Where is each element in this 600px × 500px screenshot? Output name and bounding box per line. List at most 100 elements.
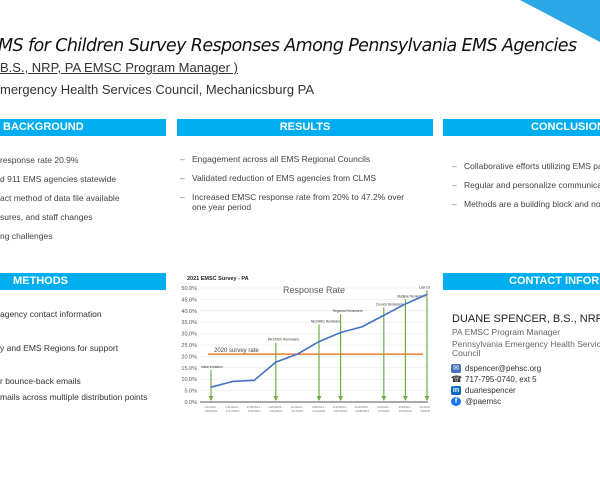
annotation-label: Multiple Reminders xyxy=(397,294,426,298)
facebook-icon: f xyxy=(451,397,461,407)
annotation-arrow xyxy=(424,396,430,401)
contact-email[interactable]: ✉ dspencer@pehsc.org xyxy=(451,364,541,374)
x-tick-label: 1/18/2021 - xyxy=(247,405,262,409)
list-item: ng challenges xyxy=(0,231,53,241)
x-tick-label: 3/14/2021 xyxy=(399,409,413,413)
x-tick-label: 2/22/2021 - xyxy=(355,405,370,409)
chart-subtitle: Response Rate xyxy=(283,285,345,295)
y-tick-label: 35.0% xyxy=(181,320,197,326)
y-tick-label: 0.0% xyxy=(184,400,197,406)
x-tick-label: 1/17/2021 xyxy=(226,409,240,413)
data-point xyxy=(210,386,212,388)
list-item: r bounce-back emails xyxy=(0,376,81,386)
data-point xyxy=(253,379,255,381)
x-tick-label: 2/14/2021 xyxy=(312,409,326,413)
annotation-label: Regional Reminders xyxy=(333,309,363,313)
y-tick-label: 50.0% xyxy=(181,286,197,292)
y-tick-label: 30.0% xyxy=(181,332,197,338)
annotation-label: Initial Invitation xyxy=(201,365,223,369)
x-tick-label: 3/1/2021 - xyxy=(377,405,391,409)
y-tick-label: 5.0% xyxy=(184,389,197,395)
x-tick-label: 2/28/2021 xyxy=(356,409,370,413)
author-line: B.S., NRP, PA EMSC Program Manager ) xyxy=(0,60,238,75)
methods-header: METHODS xyxy=(0,273,166,290)
x-tick-label: 1/24/2021 xyxy=(248,409,262,413)
list-item: Collaborative efforts utilizing EMS pa xyxy=(452,161,600,171)
list-item: Increased EMSC response rate from 20% to… xyxy=(180,192,420,212)
annotation-arrow xyxy=(273,396,279,401)
response-rate-chart: 2021 EMSC Survey - PA Response Rate 0.0%… xyxy=(181,276,430,413)
list-item: agency contact information xyxy=(0,309,102,319)
y-tick-label: 20.0% xyxy=(181,354,197,360)
list-item: mails across multiple distribution point… xyxy=(0,392,148,402)
contact-facebook[interactable]: f @paemsc xyxy=(451,397,501,407)
contact-org-2: Council xyxy=(452,348,481,358)
x-tick-label: 2/21/2021 xyxy=(334,409,348,413)
data-point xyxy=(296,353,298,355)
x-tick-label: 1/10/2021 xyxy=(204,409,218,413)
y-tick-label: 10.0% xyxy=(181,377,197,383)
contact-name: DUANE SPENCER, B.S., NRP xyxy=(452,313,600,325)
annotation-arrow xyxy=(381,396,387,401)
chart-title: 2021 EMSC Survey - PA xyxy=(187,276,249,282)
list-item: d 911 EMS agencies statewide xyxy=(0,174,117,184)
results-header: RESULTS xyxy=(177,119,433,136)
x-tick-label: 1/11/2021 - xyxy=(225,405,240,409)
x-tick-label: 1/25/2021 - xyxy=(268,405,283,409)
corner-decoration xyxy=(520,0,600,42)
annotation-arrow xyxy=(208,396,214,401)
y-tick-label: 15.0% xyxy=(181,366,197,372)
annotation-arrow xyxy=(402,396,408,401)
data-point xyxy=(318,340,320,343)
organization-line: mergency Health Services Council, Mechan… xyxy=(0,82,315,97)
y-tick-label: 25.0% xyxy=(181,343,197,349)
x-tick-label: 1/31/2021 xyxy=(269,409,283,413)
annotation-arrow xyxy=(338,396,344,401)
data-point xyxy=(340,331,342,334)
x-tick-label: 2/7/2021 xyxy=(292,409,304,413)
list-item: act method of data file available xyxy=(0,193,120,203)
annotation-label: Last Call (482) xyxy=(419,285,430,289)
phone-icon: ☎ xyxy=(451,374,463,385)
conclusion-list: Collaborative efforts utilizing EMS pa R… xyxy=(452,161,600,218)
x-tick-label: 2/15/2021 - xyxy=(333,405,348,409)
envelope-icon: ✉ xyxy=(451,364,461,374)
reference-line-label: 2020 survey rate xyxy=(214,348,259,354)
linkedin-icon: in xyxy=(451,386,461,396)
x-tick-label: 1/4/2021 - xyxy=(204,405,218,409)
annotation-label: NEDARC Reminder xyxy=(311,319,341,323)
annotation-label: Council Reminders xyxy=(376,302,404,306)
conclusion-header: CONCLUSION xyxy=(443,119,600,136)
y-tick-label: 45.0% xyxy=(181,297,197,303)
list-item: response rate 20.9% xyxy=(0,155,79,165)
background-header: BACKGROUND xyxy=(0,119,166,136)
x-tick-label: 3/8/2021 - xyxy=(399,405,413,409)
data-point xyxy=(361,326,363,328)
results-list: Engagement across all EMS Regional Counc… xyxy=(180,154,420,221)
list-item: Validated reduction of EMS agencies from… xyxy=(180,173,420,183)
annotation-arrow xyxy=(316,396,322,401)
y-tick-label: 40.0% xyxy=(181,309,197,315)
data-point xyxy=(426,293,428,295)
contact-phone: ☎ 717-795-0740, ext 5 xyxy=(451,374,537,385)
data-point xyxy=(232,380,234,383)
poster-title: MS for Children Survey Responses Among P… xyxy=(0,36,577,56)
x-tick-label: 3/19/2021 xyxy=(420,409,430,413)
annotation-label: PA EMSC Reminders xyxy=(268,338,300,342)
x-tick-label: 3/15/2021 - xyxy=(419,405,430,409)
list-item: Regular and personalize communica xyxy=(452,180,600,190)
contact-role: PA EMSC Program Manager xyxy=(452,327,561,337)
contact-org: Pennsylvania Emergency Health Servic xyxy=(452,339,600,349)
data-point xyxy=(275,361,277,363)
data-point xyxy=(383,314,385,316)
list-item: sures, and staff changes xyxy=(0,212,93,222)
x-tick-label: 2/8/2021 - xyxy=(312,405,326,409)
x-tick-label: 2/1/2021 - xyxy=(291,405,305,409)
background-list: response rate 20.9% d 911 EMS agencies s… xyxy=(0,155,166,250)
contact-header: CONTACT INFORM xyxy=(443,273,600,290)
list-item: Methods are a building block and not xyxy=(452,199,600,209)
contact-linkedin[interactable]: in duanespencer xyxy=(451,386,516,396)
data-point xyxy=(404,303,406,305)
list-item: Engagement across all EMS Regional Counc… xyxy=(180,154,420,164)
x-tick-label: 3/7/2021 xyxy=(378,409,390,413)
